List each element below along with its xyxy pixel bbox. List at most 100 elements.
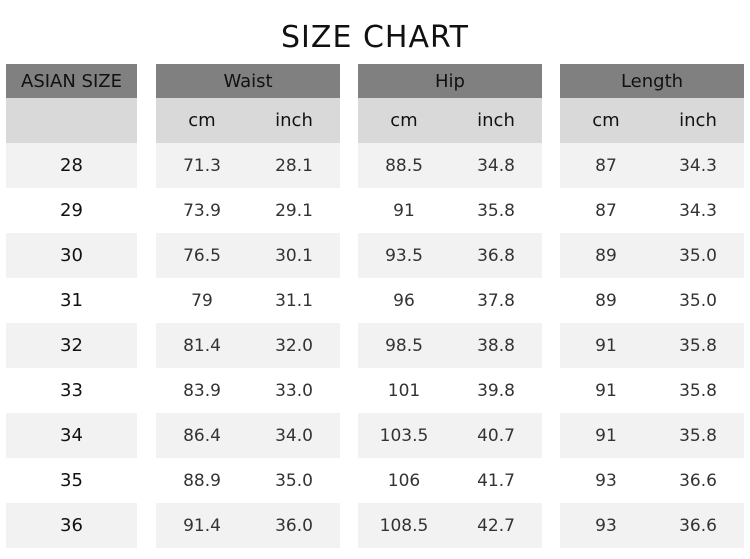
table-row: 93 36.6	[560, 503, 744, 548]
table-row: 91.4 36.0	[156, 503, 340, 548]
size-cell: 34	[60, 425, 83, 446]
value-cell: 32.0	[275, 335, 313, 356]
unit-label: inch	[679, 110, 717, 131]
table-row: 31	[6, 278, 137, 323]
unit-subheader: cm inch	[156, 98, 340, 143]
table-row: 93.5 36.8	[358, 233, 542, 278]
table-row: 33	[6, 368, 137, 413]
value-cell: 71.3	[183, 155, 221, 176]
value-cell: 36.6	[679, 515, 717, 536]
size-cell: 36	[60, 515, 83, 536]
value-cell: 36.0	[275, 515, 313, 536]
value-cell: 83.9	[183, 380, 221, 401]
value-cell: 81.4	[183, 335, 221, 356]
table-row: 93 36.6	[560, 458, 744, 503]
value-cell: 87	[595, 200, 617, 221]
table-row: 87 34.3	[560, 188, 744, 233]
unit-label: cm	[188, 110, 216, 131]
value-cell: 103.5	[379, 425, 429, 446]
value-cell: 29.1	[275, 200, 313, 221]
table-row: 79 31.1	[156, 278, 340, 323]
table-row: 29	[6, 188, 137, 233]
value-cell: 33.0	[275, 380, 313, 401]
value-cell: 91	[595, 425, 617, 446]
value-cell: 91	[393, 200, 415, 221]
value-cell: 39.8	[477, 380, 515, 401]
value-cell: 35.8	[679, 425, 717, 446]
table-row: 81.4 32.0	[156, 323, 340, 368]
value-cell: 37.8	[477, 290, 515, 311]
column-group-waist: Waist cm inch 71.3 28.1 73.9 29.1 76.5 30.1 79 31.…	[156, 64, 340, 548]
unit-label: inch	[275, 110, 313, 131]
column-group-hip: Hip cm inch 88.5 34.8 91 35.8 93.5 36.8 96 37.8 98.…	[358, 64, 542, 548]
value-cell: 35.0	[679, 245, 717, 266]
table-row: 88.9 35.0	[156, 458, 340, 503]
table-row: 71.3 28.1	[156, 143, 340, 188]
table-row: 91 35.8	[358, 188, 542, 233]
table-row: 108.5 42.7	[358, 503, 542, 548]
value-cell: 36.8	[477, 245, 515, 266]
value-cell: 91.4	[183, 515, 221, 536]
value-cell: 106	[387, 470, 421, 491]
value-cell: 28.1	[275, 155, 313, 176]
size-cell: 28	[60, 155, 83, 176]
value-cell: 101	[387, 380, 421, 401]
value-cell: 34.3	[679, 155, 717, 176]
table-row: 35	[6, 458, 137, 503]
table-row: 30	[6, 233, 137, 278]
unit-label: cm	[390, 110, 418, 131]
value-cell: 30.1	[275, 245, 313, 266]
unit-subheader: cm inch	[358, 98, 542, 143]
value-cell: 35.8	[679, 380, 717, 401]
unit-label: cm	[592, 110, 620, 131]
value-cell: 93	[595, 470, 617, 491]
table-row: 91 35.8	[560, 368, 744, 413]
table-row: 86.4 34.0	[156, 413, 340, 458]
value-cell: 31.1	[275, 290, 313, 311]
value-cell: 34.8	[477, 155, 515, 176]
table-row: 91 35.8	[560, 413, 744, 458]
size-cell: 35	[60, 470, 83, 491]
group-header: Waist	[156, 64, 340, 98]
size-cell: 30	[60, 245, 83, 266]
value-cell: 41.7	[477, 470, 515, 491]
page-title: SIZE CHART	[281, 20, 469, 55]
table-row: 91 35.8	[560, 323, 744, 368]
value-cell: 79	[191, 290, 213, 311]
value-cell: 34.3	[679, 200, 717, 221]
value-cell: 73.9	[183, 200, 221, 221]
size-subheader	[6, 98, 137, 143]
table-row: 101 39.8	[358, 368, 542, 413]
value-cell: 35.8	[477, 200, 515, 221]
table-row: 88.5 34.8	[358, 143, 542, 188]
value-cell: 98.5	[385, 335, 423, 356]
size-column: ASIAN SIZE 28 29 30 31 32 33 34 35 36	[6, 64, 137, 548]
table-row: 34	[6, 413, 137, 458]
value-cell: 40.7	[477, 425, 515, 446]
value-cell: 38.8	[477, 335, 515, 356]
value-cell: 36.6	[679, 470, 717, 491]
value-cell: 93.5	[385, 245, 423, 266]
size-cell: 29	[60, 200, 83, 221]
size-header: ASIAN SIZE	[6, 64, 137, 98]
table-row: 28	[6, 143, 137, 188]
table-row: 83.9 33.0	[156, 368, 340, 413]
value-cell: 108.5	[379, 515, 429, 536]
table-row: 96 37.8	[358, 278, 542, 323]
value-cell: 35.0	[679, 290, 717, 311]
value-cell: 86.4	[183, 425, 221, 446]
value-cell: 96	[393, 290, 415, 311]
value-cell: 93	[595, 515, 617, 536]
table-row: 103.5 40.7	[358, 413, 542, 458]
unit-label: inch	[477, 110, 515, 131]
unit-subheader: cm inch	[560, 98, 744, 143]
table-row: 106 41.7	[358, 458, 542, 503]
value-cell: 76.5	[183, 245, 221, 266]
column-group-length: Length cm inch 87 34.3 87 34.3 89 35.0 89 35.0 91 35…	[560, 64, 744, 548]
table-row: 87 34.3	[560, 143, 744, 188]
value-cell: 35.0	[275, 470, 313, 491]
table-row: 89 35.0	[560, 278, 744, 323]
value-cell: 91	[595, 335, 617, 356]
group-header: Hip	[358, 64, 542, 98]
value-cell: 89	[595, 245, 617, 266]
